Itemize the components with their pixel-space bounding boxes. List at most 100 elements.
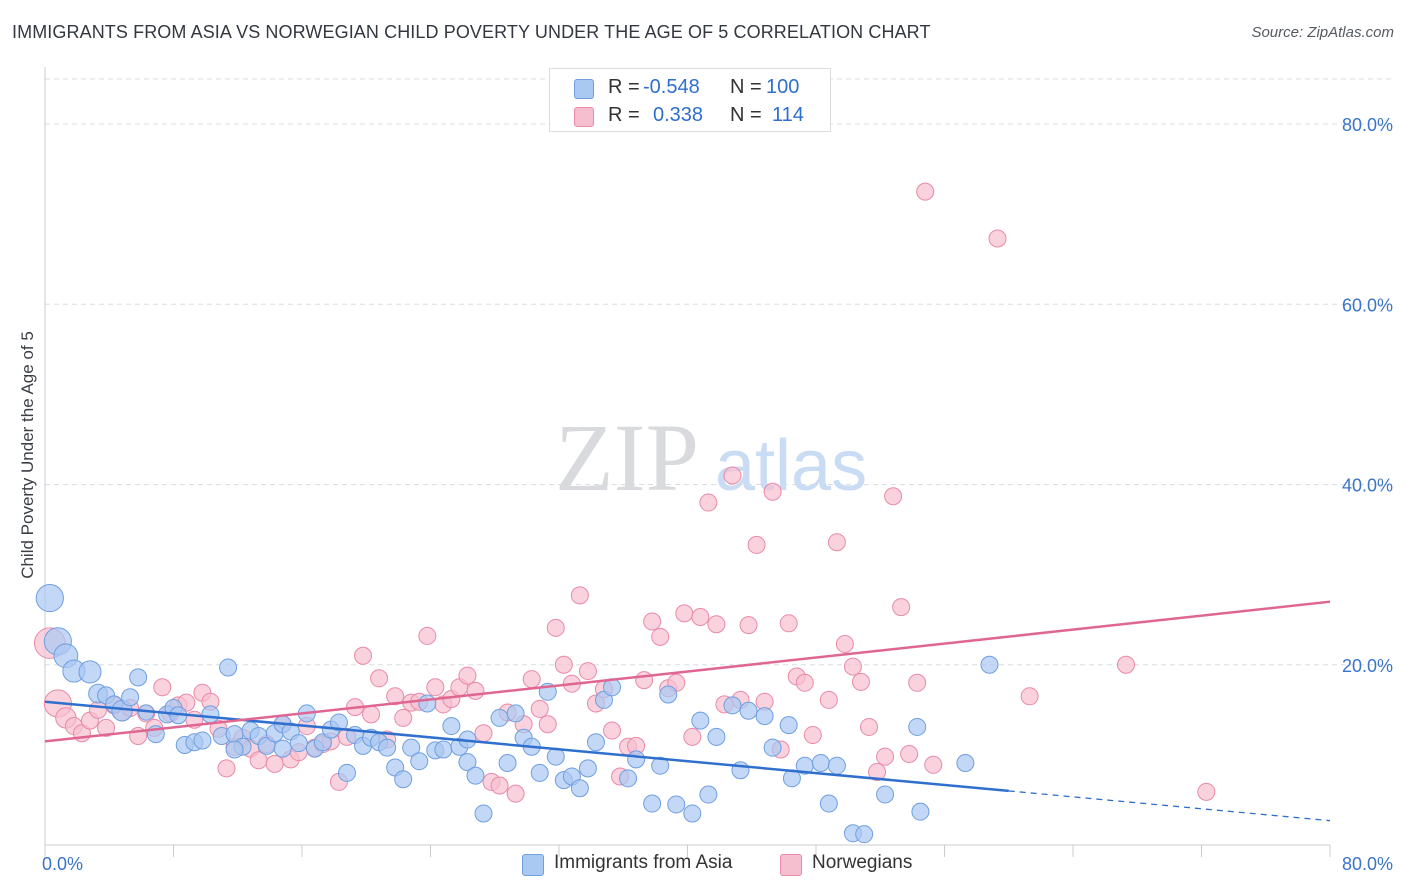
asia-point bbox=[731, 761, 750, 780]
legend-label-asia: Immigrants from Asia bbox=[554, 852, 733, 873]
norwegians-point bbox=[554, 655, 573, 674]
norwegians-point bbox=[739, 616, 758, 635]
legend-n-label: N = bbox=[730, 104, 762, 126]
legend-r-label: R = bbox=[608, 76, 640, 98]
norwegians-point bbox=[916, 182, 935, 201]
norwegians-point bbox=[474, 724, 493, 743]
asia-point bbox=[659, 685, 678, 704]
legend-row-norwegians: R = 0.338 N = 114 bbox=[550, 101, 830, 129]
legend-swatch-asia bbox=[574, 79, 594, 99]
asia-point bbox=[442, 717, 461, 736]
norwegians-point bbox=[418, 626, 437, 645]
norwegians-point bbox=[570, 586, 589, 605]
chart-title: IMMIGRANTS FROM ASIA VS NORWEGIAN CHILD … bbox=[12, 22, 931, 42]
asia-point bbox=[498, 753, 517, 772]
asia-trend-line-extension bbox=[1008, 790, 1331, 822]
asia-point bbox=[378, 738, 397, 757]
asia-point bbox=[402, 738, 421, 757]
norwegians-point bbox=[651, 627, 670, 646]
asia-point bbox=[313, 733, 332, 752]
norwegians-point bbox=[723, 466, 742, 485]
asia-point bbox=[466, 766, 485, 785]
norwegians-point bbox=[394, 708, 413, 727]
watermark-zip: ZIP bbox=[555, 404, 699, 511]
norwegians-point bbox=[530, 699, 549, 718]
asia-point bbox=[811, 753, 830, 772]
asia-point bbox=[627, 750, 646, 769]
norwegians-point bbox=[370, 669, 389, 688]
norwegians-point bbox=[578, 662, 597, 681]
asia-point bbox=[707, 727, 726, 746]
norwegians-point bbox=[795, 673, 814, 692]
y-tick-label: 80.0% bbox=[1342, 115, 1393, 135]
norwegians-trend-line bbox=[44, 600, 1331, 743]
norwegians-point bbox=[153, 678, 172, 697]
norwegians-point bbox=[1197, 782, 1216, 801]
norwegians-point bbox=[908, 673, 927, 692]
norwegians-point bbox=[835, 635, 854, 654]
asia-point bbox=[530, 763, 549, 782]
norwegians-point bbox=[988, 229, 1007, 248]
asia-point bbox=[578, 759, 597, 778]
asia-point bbox=[121, 688, 140, 707]
norwegians-point bbox=[860, 717, 879, 736]
norwegians-point bbox=[1117, 655, 1136, 674]
asia-point bbox=[855, 825, 874, 844]
legend-r-value-norwegians: 0.338 bbox=[653, 104, 704, 126]
gridlines bbox=[45, 78, 1392, 666]
asia-point bbox=[908, 717, 927, 736]
legend-r-label: R = bbox=[608, 104, 640, 126]
source-label: Source: ZipAtlas.com bbox=[1251, 24, 1394, 41]
asia-point bbox=[434, 740, 453, 759]
asia-trend-line bbox=[44, 700, 1009, 793]
asia-point bbox=[699, 785, 718, 804]
series-legend: Immigrants from Asia Norwegians bbox=[0, 852, 1406, 878]
asia-point bbox=[755, 707, 774, 726]
asia-point bbox=[586, 733, 605, 752]
norwegians-point bbox=[354, 646, 373, 665]
norwegians-point bbox=[506, 784, 525, 803]
asia-point bbox=[289, 734, 308, 753]
norwegians-point bbox=[217, 759, 236, 778]
norwegians-point bbox=[843, 657, 862, 676]
asia-point bbox=[619, 769, 638, 788]
watermark-atlas: atlas bbox=[715, 426, 867, 506]
asia-point bbox=[683, 804, 702, 823]
norwegians-point bbox=[803, 726, 822, 745]
norwegians-point bbox=[747, 535, 766, 554]
norwegians-point bbox=[900, 744, 919, 763]
watermark: ZIP atlas bbox=[555, 404, 867, 511]
asia-point bbox=[779, 716, 798, 735]
y-tick-label: 60.0% bbox=[1342, 295, 1393, 315]
asia-point bbox=[193, 731, 212, 750]
y-tick-label: 40.0% bbox=[1342, 476, 1393, 496]
legend-swatch-norwegians bbox=[780, 854, 802, 876]
asia-point bbox=[723, 696, 742, 715]
asia-point bbox=[273, 739, 292, 758]
norwegians-point bbox=[868, 763, 887, 782]
asia-point bbox=[980, 655, 999, 674]
asia-point bbox=[474, 804, 493, 823]
asia-point bbox=[667, 795, 686, 814]
norwegians-point bbox=[426, 678, 445, 697]
norwegians-point bbox=[691, 608, 710, 627]
norwegians-point bbox=[675, 604, 694, 623]
norwegians-point bbox=[635, 671, 654, 690]
asia-point bbox=[876, 785, 895, 804]
norwegians-point bbox=[779, 614, 798, 633]
asia-point bbox=[827, 756, 846, 775]
asia-point bbox=[78, 660, 102, 684]
axes bbox=[44, 67, 1331, 857]
asia-point bbox=[651, 756, 670, 775]
asia-point bbox=[201, 705, 220, 724]
norwegians-point bbox=[699, 493, 718, 512]
legend-swatch-asia bbox=[522, 854, 544, 876]
norwegians-point bbox=[707, 615, 726, 634]
norwegians-point bbox=[490, 776, 509, 795]
norwegians-point bbox=[538, 715, 557, 734]
norwegians-point bbox=[884, 487, 903, 506]
norwegians-point bbox=[522, 670, 541, 689]
norwegians-point bbox=[362, 705, 381, 724]
norwegians-point bbox=[683, 727, 702, 746]
